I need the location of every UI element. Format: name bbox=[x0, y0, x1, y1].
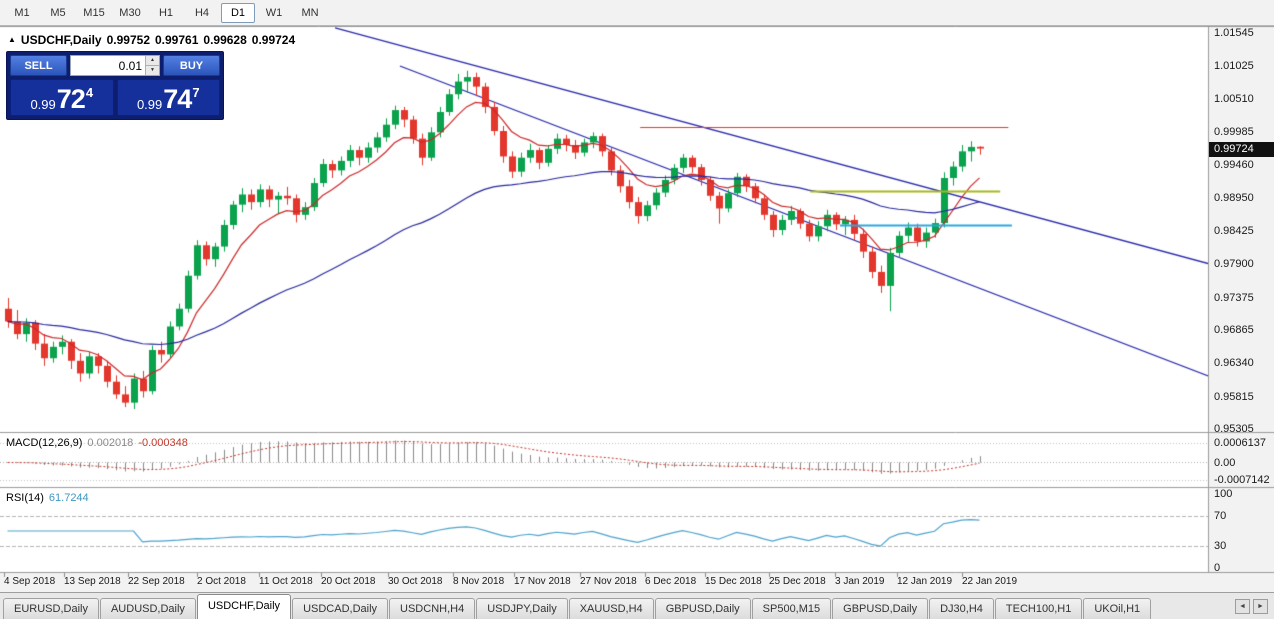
tab-list: EURUSD,Daily AUDUSD,Daily USDCHF,Daily USDC… bbox=[0, 593, 1229, 619]
sell-price-big: 72 bbox=[56, 84, 86, 114]
buy-price-big: 74 bbox=[163, 84, 192, 114]
date-axis-label: 30 Oct 2018 bbox=[388, 576, 443, 587]
rsi-label: RSI(14) 61.7244 bbox=[6, 492, 89, 504]
macd-value-main: 0.002018 bbox=[87, 437, 134, 449]
volume-box: ▲ ▼ bbox=[70, 55, 160, 76]
chart-window: ▲ USDCHF,Daily 0.99752 0.99761 0.99628 0… bbox=[0, 26, 1274, 592]
timeframe-button-m1[interactable]: M1 bbox=[14, 6, 30, 19]
one-click-price-row: 0.99 72 4 0.99 74 7 bbox=[10, 79, 220, 116]
one-click-top-row: SELL ▲ ▼ BUY bbox=[10, 55, 220, 76]
buy-button[interactable]: BUY bbox=[163, 55, 220, 76]
date-axis-label: 12 Jan 2019 bbox=[897, 576, 953, 587]
date-axis[interactable]: 4 Sep 2018 13 Sep 2018 22 Sep 2018 2 Oct 20… bbox=[0, 573, 1208, 592]
timeframe-button-d1[interactable]: D1 bbox=[221, 2, 255, 23]
chart-tab-gbpusd-daily[interactable]: GBPUSD,Daily bbox=[654, 598, 751, 619]
date-axis-label: 13 Sep 2018 bbox=[64, 576, 121, 587]
date-axis-label: 8 Nov 2018 bbox=[453, 576, 505, 587]
volume-up-icon[interactable]: ▲ bbox=[146, 56, 159, 65]
chart-tab-eurusd-daily[interactable]: EURUSD,Daily bbox=[3, 598, 99, 619]
chart-tab-audusd-daily[interactable]: AUDUSD,Daily bbox=[99, 598, 196, 619]
timeframe-button-mn[interactable]: MN bbox=[301, 6, 319, 19]
chart-canvas[interactable] bbox=[0, 26, 1274, 592]
current-price-badge: 0.99724 bbox=[1209, 141, 1274, 157]
date-axis-label: 20 Oct 2018 bbox=[321, 576, 376, 587]
sell-price-sup: 4 bbox=[85, 85, 94, 100]
date-axis-label: 27 Nov 2018 bbox=[580, 576, 637, 587]
ohlc-low: 0.99628 bbox=[203, 33, 247, 47]
chart-tab-ukoil-h1[interactable]: UKOil,H1 bbox=[1083, 598, 1152, 619]
tab-scroll-left-icon[interactable]: ◄ bbox=[1235, 599, 1250, 614]
buy-price-sup: 7 bbox=[192, 85, 200, 100]
date-axis-label: 15 Dec 2018 bbox=[705, 576, 762, 587]
date-axis-label: 6 Dec 2018 bbox=[645, 576, 697, 587]
macd-label: MACD(12,26,9) 0.002018 -0.000348 bbox=[6, 437, 188, 449]
rsi-name: RSI(14) bbox=[6, 492, 44, 504]
chart-tab-usdcnh-h4[interactable]: USDCNH,H4 bbox=[389, 598, 476, 619]
sell-price-display[interactable]: 0.99 72 4 bbox=[10, 79, 114, 116]
chart-tab-usdchf-daily[interactable]: USDCHF,Daily bbox=[196, 594, 292, 619]
chart-tab-usdcad-daily[interactable]: USDCAD,Daily bbox=[292, 598, 389, 619]
chart-symbol-label: USDCHF,Daily bbox=[20, 33, 102, 47]
date-axis-label: 22 Jan 2019 bbox=[962, 576, 1018, 587]
date-axis-label: 2 Oct 2018 bbox=[197, 576, 246, 587]
volume-input[interactable] bbox=[71, 56, 145, 75]
chart-tab-tech100-h1[interactable]: TECH100,H1 bbox=[994, 598, 1083, 619]
chart-title: ▲ USDCHF,Daily 0.99752 0.99761 0.99628 0… bbox=[8, 33, 295, 47]
sell-price-prefix: 0.99 bbox=[30, 97, 56, 112]
date-axis-label: 3 Jan 2019 bbox=[835, 576, 885, 587]
one-click-trading-panel: SELL ▲ ▼ BUY 0.99 72 4 0.99 74 7 bbox=[6, 51, 224, 120]
timeframe-button-m15[interactable]: M15 bbox=[83, 6, 105, 19]
chart-tab-gbpusd-daily[interactable]: GBPUSD,Daily bbox=[832, 598, 929, 619]
date-axis-label: 17 Nov 2018 bbox=[514, 576, 571, 587]
tab-scroll-arrows: ◄ ► bbox=[1229, 599, 1274, 619]
timeframe-button-m30[interactable]: M30 bbox=[119, 6, 141, 19]
ohlc-open: 0.99752 bbox=[106, 33, 150, 47]
timeframe-button-h4[interactable]: H4 bbox=[194, 6, 210, 19]
chart-tab-xauusd-h4[interactable]: XAUUSD,H4 bbox=[568, 598, 654, 619]
chart-tab-usdjpy-daily[interactable]: USDJPY,Daily bbox=[476, 598, 568, 619]
date-axis-label: 25 Dec 2018 bbox=[769, 576, 826, 587]
buy-price-prefix: 0.99 bbox=[136, 97, 163, 112]
volume-down-icon[interactable]: ▼ bbox=[146, 65, 159, 75]
timeframe-button-w1[interactable]: W1 bbox=[265, 6, 283, 19]
buy-price-display[interactable]: 0.99 74 7 bbox=[116, 79, 220, 116]
date-axis-label: 22 Sep 2018 bbox=[128, 576, 185, 587]
macd-value-signal: -0.000348 bbox=[138, 437, 188, 449]
date-axis-label: 11 Oct 2018 bbox=[259, 576, 313, 587]
macd-name: MACD(12,26,9) bbox=[6, 437, 83, 449]
ohlc-high: 0.99761 bbox=[155, 33, 199, 47]
chart-tab-sp500-m15[interactable]: SP500,M15 bbox=[751, 598, 832, 619]
volume-spinner: ▲ ▼ bbox=[145, 56, 159, 75]
timeframe-button-h1[interactable]: H1 bbox=[158, 6, 174, 19]
oneclick-collapse-icon[interactable]: ▲ bbox=[8, 34, 16, 44]
rsi-value: 61.7244 bbox=[48, 492, 89, 504]
sell-button[interactable]: SELL bbox=[10, 55, 67, 76]
chart-tab-dj30-h4[interactable]: DJ30,H4 bbox=[929, 598, 994, 619]
timeframe-toolbar: M1 M5 M15 M30 H1 H4 D1 W1 MN bbox=[0, 0, 1274, 26]
date-axis-label: 4 Sep 2018 bbox=[4, 576, 56, 587]
timeframe-button-m5[interactable]: M5 bbox=[50, 6, 66, 19]
tab-scroll-right-icon[interactable]: ► bbox=[1253, 599, 1268, 614]
chart-tab-bar: EURUSD,Daily AUDUSD,Daily USDCHF,Daily USDC… bbox=[0, 592, 1274, 619]
ohlc-close: 0.99724 bbox=[251, 33, 296, 47]
